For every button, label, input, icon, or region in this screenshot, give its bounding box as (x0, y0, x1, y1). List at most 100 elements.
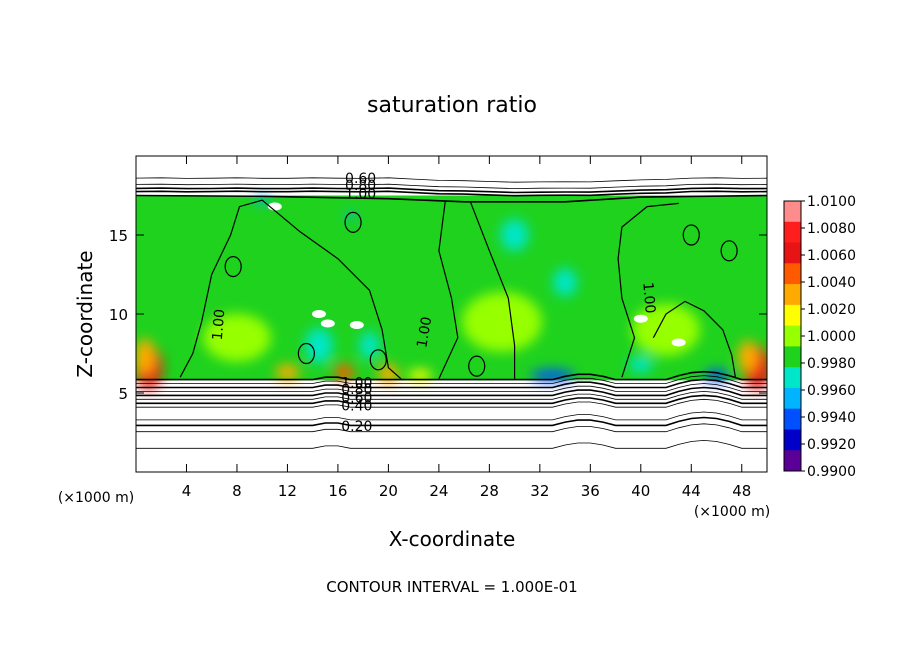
colorbar-swatch (784, 304, 801, 327)
field-patch (628, 356, 653, 373)
colorbar-label: 0.9900 (807, 464, 856, 480)
contour-lower-6 (136, 394, 767, 405)
contour-label: 1.00 (210, 308, 229, 340)
saturation-field (136, 195, 767, 390)
contour-lower-9 (136, 416, 767, 427)
field-void (671, 338, 686, 347)
contour-one-mid (438, 201, 459, 380)
colorbar-label: 1.0100 (807, 194, 856, 210)
contour-one-right (617, 202, 679, 378)
x-tick-label: 24 (429, 482, 448, 500)
contour-label: 0.60 (341, 390, 372, 406)
colorbar-swatch (784, 346, 801, 368)
contour-closed-2 (682, 224, 700, 246)
field-patch (407, 369, 432, 382)
x-axis-label: X-coordinate (389, 527, 516, 551)
contour-lower-11 (136, 439, 767, 449)
contour-one-left (179, 199, 402, 380)
colorbar-swatch (784, 263, 801, 285)
field-patch (202, 313, 271, 362)
field-patch (738, 340, 759, 373)
field-patch (359, 331, 380, 360)
colorbar-label: 1.0020 (807, 302, 856, 318)
y-tick-label: 15 (109, 227, 128, 245)
field-patch (304, 327, 333, 364)
colorbar-label: 1.0080 (807, 221, 856, 237)
x-tick-label: 32 (530, 482, 549, 500)
colorbar-swatch (784, 325, 801, 347)
x-tick-label: 20 (379, 482, 398, 500)
field-patch (136, 338, 155, 375)
contour-label: 1.00 (341, 375, 372, 391)
colorbar-label: 1.0060 (807, 248, 856, 264)
contour-lower-3 (136, 383, 767, 392)
y-tick-label: 5 (118, 385, 128, 403)
field-patch (530, 369, 575, 382)
contour-label: 1.00 (414, 316, 435, 349)
contour-labels: 0.600.801.001.00 1.001.001.000.800.600.40… (210, 171, 658, 435)
x-tick-label: 40 (631, 482, 650, 500)
field-patch (500, 219, 529, 251)
colorbar-label: 0.9920 (807, 437, 856, 453)
field-patch (334, 364, 355, 381)
colorbar-swatch (784, 450, 801, 472)
contour-upper-2 (135, 187, 768, 194)
x-axis: 4 8 12 16 20 24 28 32 36 40 44 48 (182, 156, 751, 500)
x-tick-label: 44 (682, 482, 701, 500)
colorbar-swatch (784, 387, 801, 410)
colorbar-swatch (784, 284, 801, 306)
x-tick-label: 28 (480, 482, 499, 500)
colorbar-swatch (784, 201, 801, 223)
contour-closed-5 (468, 355, 486, 377)
contour-lower-0 (136, 370, 767, 381)
contour-interval-note: CONTOUR INTERVAL = 1.000E-01 (326, 578, 577, 596)
contour-upper-1 (135, 183, 768, 190)
contour-lower-4 (136, 386, 767, 397)
contour-upper-3 (135, 190, 768, 197)
contour-lower-2 (136, 378, 767, 389)
contour-label: 0.80 (341, 382, 372, 398)
contour-lines (135, 177, 768, 449)
y-tick-label: 10 (109, 306, 128, 324)
contour-lower-10 (136, 423, 767, 433)
contour-closed-3 (720, 240, 738, 262)
colorbar: 1.0100 1.0080 1.0060 1.0040 1.0020 1.0000 0.99… (783, 194, 856, 480)
contour-label: 0.80 (345, 178, 376, 194)
contour-closed-0 (224, 256, 242, 278)
y-axis: 5 10 15 (109, 227, 767, 403)
y-unit-label: (×1000 m) (58, 490, 134, 506)
field-void (311, 310, 326, 318)
x-tick-label: 48 (732, 482, 751, 500)
x-unit-label: (×1000 m) (694, 504, 770, 520)
contour-label: 0.60 (345, 171, 376, 187)
x-tick-label: 4 (182, 482, 192, 500)
plot-area: 0.600.801.001.00 1.001.001.000.800.600.40… (135, 155, 768, 473)
colorbar-swatch (784, 367, 801, 389)
x-tick-label: 12 (278, 482, 297, 500)
contour-cloud-top (135, 194, 768, 203)
contour-upper-0 (135, 177, 768, 183)
colorbar-label: 0.9980 (807, 356, 856, 372)
field-patch (553, 268, 578, 297)
contour-one-mid2 (469, 201, 516, 379)
colorbar-label: 1.0000 (807, 329, 856, 345)
contour-closed-4 (297, 342, 315, 365)
contour-label: 1.00 (639, 282, 658, 314)
chart-title: saturation ratio (367, 93, 537, 118)
x-tick-label: 16 (328, 482, 347, 500)
x-tick-label: 36 (581, 482, 600, 500)
colorbar-label: 0.9940 (807, 410, 856, 426)
field-patch (275, 364, 300, 381)
field-patch (461, 291, 542, 352)
field-void (633, 314, 648, 323)
y-axis-label: Z-coordinate (73, 250, 97, 377)
contour-one-right2 (652, 300, 736, 378)
contour-label: 0.40 (341, 398, 372, 414)
field-void (349, 321, 364, 330)
contour-closed-1 (344, 211, 362, 233)
colorbar-label: 0.9960 (807, 383, 856, 399)
field-void (320, 319, 335, 328)
colorbar-label: 1.0040 (807, 275, 856, 291)
contour-lower-1 (136, 375, 767, 384)
